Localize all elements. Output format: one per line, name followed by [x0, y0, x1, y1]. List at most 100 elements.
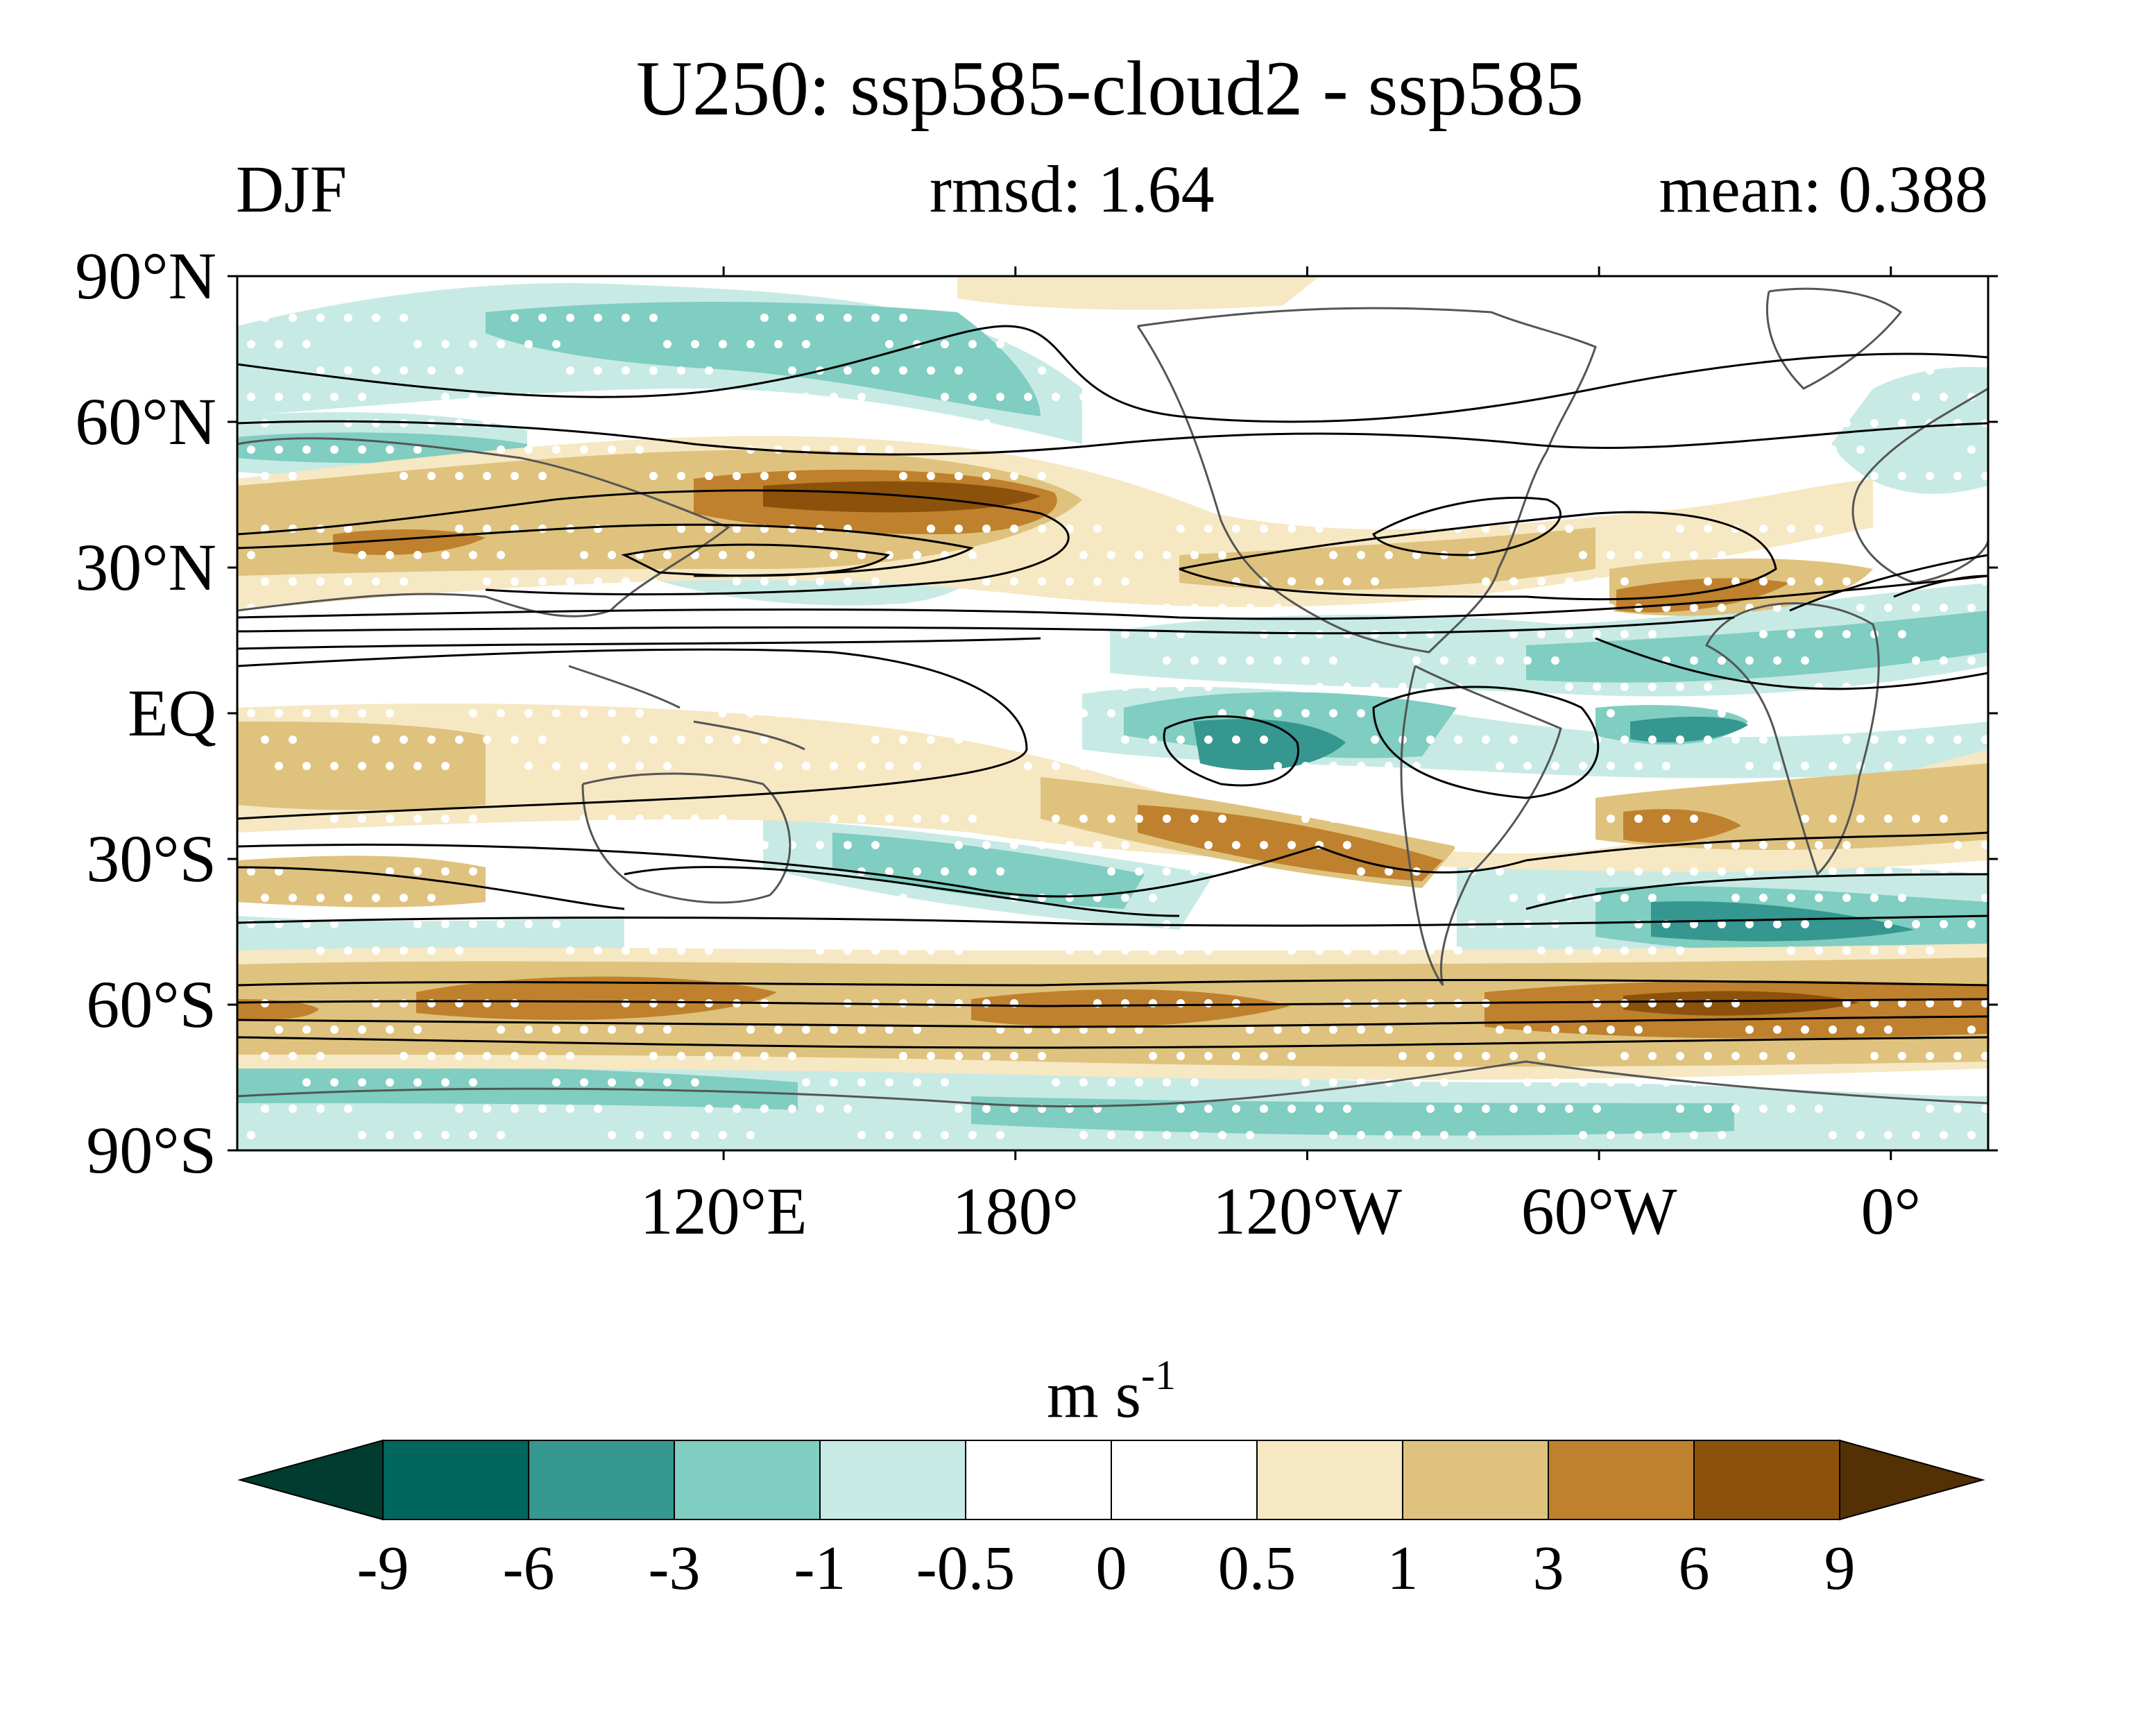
- stipple-dot: [1898, 894, 1906, 902]
- stipple-dot: [1357, 551, 1365, 559]
- stipple-dot: [1801, 445, 1809, 454]
- stipple-dot: [330, 815, 339, 823]
- stipple-dot: [1620, 1052, 1629, 1060]
- stipple-dot: [1926, 1052, 1934, 1060]
- stipple-dot: [1204, 946, 1213, 955]
- stipple-dot: [1038, 525, 1046, 533]
- stipple-dot: [1690, 340, 1698, 348]
- stipple-dot: [1704, 1052, 1712, 1060]
- stipple-dot: [469, 656, 477, 665]
- stipple-dot: [1496, 604, 1504, 612]
- stipple-dot: [1745, 445, 1754, 454]
- stipple-dot: [1287, 314, 1296, 322]
- stipple-dot: [913, 867, 921, 876]
- stipple-dot: [1232, 841, 1240, 849]
- stipple-dot: [1704, 472, 1712, 480]
- stipple-dot: [802, 920, 810, 928]
- stipple-dot: [1537, 314, 1546, 322]
- stipple-dot: [885, 815, 893, 823]
- stipple-dot: [663, 1025, 671, 1034]
- colorbar-extend-high: [1839, 1439, 1985, 1521]
- stipple-dot: [1967, 709, 1976, 717]
- stipple-dot: [483, 577, 491, 586]
- stipple-dot: [1565, 946, 1573, 955]
- stipple-dot: [441, 762, 450, 770]
- stipple-dot: [899, 419, 907, 427]
- stipple-dot: [289, 735, 297, 744]
- stipple-dot: [1329, 551, 1337, 559]
- stipple-dot: [441, 815, 450, 823]
- stipple-dot: [1523, 1078, 1532, 1087]
- stipple-dot: [719, 815, 727, 823]
- season-label: DJF: [236, 152, 347, 226]
- stipple-dot: [871, 577, 880, 586]
- stipple-dot: [386, 762, 394, 770]
- stipple-dot: [746, 920, 755, 928]
- stipple-dot: [1107, 551, 1115, 559]
- stipple-dot: [1537, 525, 1546, 533]
- stipple-dot: [1149, 366, 1157, 375]
- stipple-dot: [1218, 920, 1226, 928]
- stipple-dot: [511, 472, 519, 480]
- stipple-dot: [1953, 525, 1962, 533]
- stipple-dot: [1454, 946, 1462, 955]
- stipple-dot: [372, 683, 380, 691]
- stipple-dot: [427, 630, 436, 638]
- stipple-dot: [275, 656, 283, 665]
- stipple-dot: [1731, 735, 1740, 744]
- stipple-dot: [982, 577, 991, 586]
- stipple-dot: [483, 525, 491, 533]
- stipple-dot: [1385, 340, 1393, 348]
- stipple-dot: [1010, 841, 1018, 849]
- stipple-dot: [622, 577, 630, 586]
- stipple-dot: [1690, 656, 1698, 665]
- stipple-dot: [1509, 1105, 1518, 1113]
- stipple-dot: [982, 472, 991, 480]
- stipple-dot: [1010, 1105, 1018, 1113]
- stipple-dot: [927, 472, 935, 480]
- stipple-dot: [566, 366, 574, 375]
- stipple-dot: [1398, 314, 1407, 322]
- stipple-dot: [455, 1052, 463, 1060]
- stipple-dot: [1773, 709, 1781, 717]
- stipple-dot: [1301, 709, 1310, 717]
- stipple-dot: [691, 393, 699, 401]
- stipple-dot: [1440, 393, 1448, 401]
- stipple-dot: [247, 340, 255, 348]
- stipple-dot: [802, 656, 810, 665]
- stipple-dot: [955, 1105, 963, 1113]
- stipple-dot: [1565, 1105, 1573, 1113]
- stipple-dot: [497, 445, 505, 454]
- stipple-dot: [1815, 1105, 1823, 1113]
- stipple-dot: [455, 735, 463, 744]
- stipple-dot: [497, 920, 505, 928]
- stipple-dot: [1426, 419, 1435, 427]
- stipple-dot: [1620, 419, 1629, 427]
- stipple-dot: [816, 577, 824, 586]
- stipple-dot: [982, 1052, 991, 1060]
- stipple-dot: [1246, 445, 1254, 454]
- stipple-dot: [608, 709, 616, 717]
- stipple-dot: [511, 894, 519, 902]
- stipple-dot: [1940, 340, 1948, 348]
- stipple-dot: [344, 366, 352, 375]
- stipple-dot: [1412, 656, 1421, 665]
- stipple-dot: [455, 525, 463, 533]
- stipple-dot: [1884, 920, 1892, 928]
- stipple-dot: [1551, 656, 1559, 665]
- stipple-dot: [1093, 525, 1102, 533]
- stipple-dot: [705, 525, 713, 533]
- stipple-dot: [1010, 577, 1018, 586]
- stipple-dot: [1759, 472, 1768, 480]
- stipple-dot: [622, 314, 630, 322]
- stipple-dot: [1149, 419, 1157, 427]
- stipple-dot: [1565, 366, 1573, 375]
- lat-tick-label: 60°N: [75, 384, 216, 459]
- stipple-dot: [1079, 656, 1088, 665]
- stipple-dot: [302, 393, 311, 401]
- stipple-dot: [1523, 393, 1532, 401]
- stipple-dot: [1371, 577, 1379, 586]
- stipple-dot: [1066, 630, 1074, 638]
- stipple-dot: [511, 1052, 519, 1060]
- stipple-dot: [566, 630, 574, 638]
